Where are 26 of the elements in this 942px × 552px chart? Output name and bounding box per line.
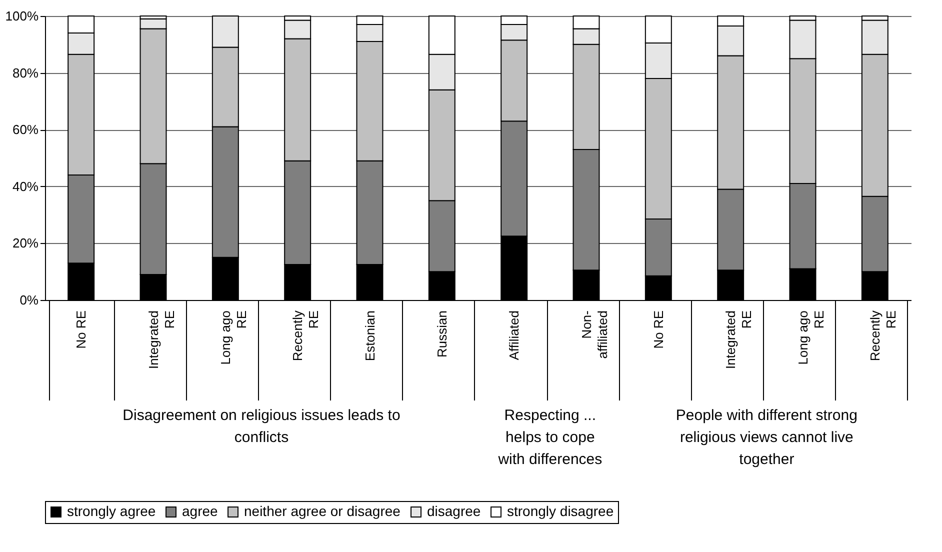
y-tick-label: 20% bbox=[12, 236, 39, 251]
text: People with different strong religious views cannot live together bbox=[676, 407, 858, 468]
y-tick-label: 0% bbox=[20, 292, 39, 308]
x-tick-label: Long ago RE bbox=[795, 310, 826, 365]
y-tick-label: 100% bbox=[5, 8, 39, 24]
x-tick-label: Integrated RE bbox=[146, 310, 177, 370]
legend-label: strongly agree bbox=[67, 503, 156, 519]
x-tick-label: No RE bbox=[74, 310, 89, 349]
text: Disagreement on religious issues leads to conflicts bbox=[122, 407, 400, 446]
text: Respecting ... helps to cope with differences bbox=[497, 407, 602, 468]
x-tick-label: Non-affiliated bbox=[578, 310, 610, 359]
legend-label: disagree bbox=[427, 503, 481, 519]
x-tick-label: Estonian bbox=[362, 310, 378, 362]
x-tick-label: Long ago RE bbox=[218, 310, 249, 365]
y-tick-label: 80% bbox=[12, 65, 39, 80]
x-tick-label: Recently RE bbox=[290, 310, 322, 362]
x-tick-label: Integrated RE bbox=[723, 310, 754, 370]
y-tick-label: 40% bbox=[12, 178, 39, 194]
legend-label: neither agree or disagree bbox=[244, 503, 401, 519]
legend-label: strongly disagree bbox=[507, 503, 614, 519]
legend-label: agree bbox=[182, 503, 218, 519]
x-tick-label: Affiliated bbox=[506, 310, 522, 360]
x-tick-label: No RE bbox=[650, 310, 666, 349]
x-tick-label: Russian bbox=[434, 310, 450, 358]
y-tick-label: 60% bbox=[12, 122, 39, 138]
x-tick-label: Recently RE bbox=[867, 310, 898, 362]
